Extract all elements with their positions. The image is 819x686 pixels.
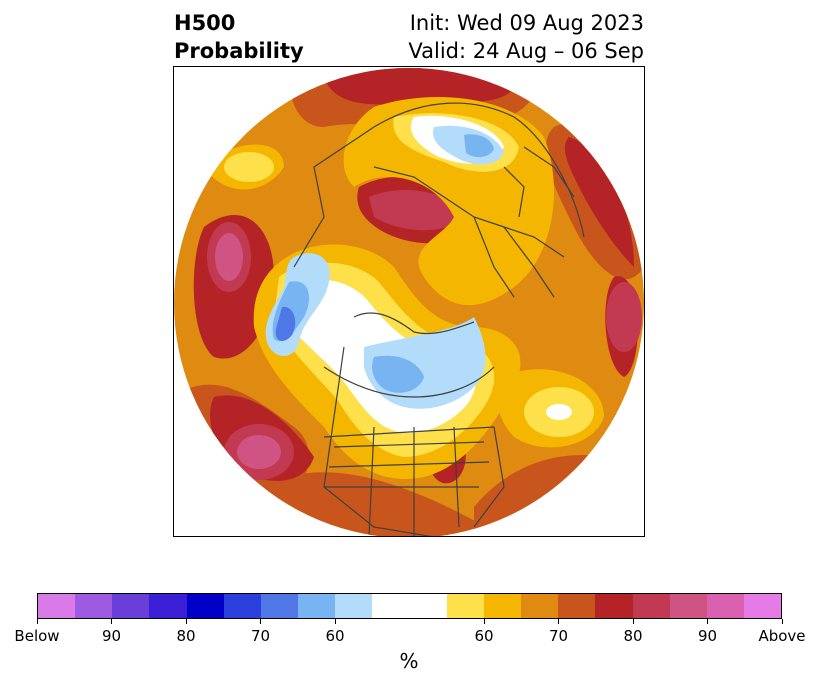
colorbar-segment xyxy=(558,594,596,618)
colorbar-tick-label: 80 xyxy=(176,627,196,645)
colorbar-segment xyxy=(372,594,410,618)
title-product: Probability xyxy=(174,39,304,63)
colorbar xyxy=(37,593,782,619)
map-frame xyxy=(173,66,645,537)
colorbar-tick-label: 70 xyxy=(250,627,271,645)
colorbar-tick-mark xyxy=(185,619,187,624)
colorbar-segment xyxy=(298,594,336,618)
colorbar-tick-mark xyxy=(260,619,261,624)
colorbar-segment xyxy=(632,594,670,618)
colorbar-segment xyxy=(335,594,373,618)
colorbar-tick-mark xyxy=(632,619,634,624)
colorbar-tick-mark xyxy=(707,619,708,624)
colorbar-segment xyxy=(595,594,633,618)
colorbar-segment xyxy=(223,594,261,618)
colorbar-segment xyxy=(669,594,707,618)
colorbar-segment xyxy=(483,594,522,618)
colorbar-tick-mark xyxy=(334,619,336,624)
polar-map xyxy=(174,68,644,536)
colorbar-tick-label: 90 xyxy=(697,627,718,645)
title-valid-range: Valid: 24 Aug – 06 Sep xyxy=(408,39,644,63)
colorbar-tick-label: 80 xyxy=(623,627,643,645)
colorbar-segment xyxy=(75,594,113,618)
colorbar-segment xyxy=(186,594,224,618)
colorbar-segment xyxy=(743,594,782,618)
colorbar-tick-label: 60 xyxy=(474,627,494,645)
title-variable: H500 xyxy=(174,11,236,35)
title-right: Init: Wed 09 Aug 2023 Valid: 24 Aug – 06… xyxy=(408,9,644,65)
coastlines xyxy=(174,92,630,536)
colorbar-tick-label: Above xyxy=(758,627,806,645)
colorbar-unit-label: % xyxy=(399,649,419,673)
title-init-date: Init: Wed 09 Aug 2023 xyxy=(409,11,644,35)
probability-field xyxy=(174,68,644,536)
colorbar-segment xyxy=(260,594,299,618)
colorbar-tick-label: 90 xyxy=(101,627,122,645)
title-left: H500 Probability xyxy=(174,9,304,65)
colorbar-tick-label: Below xyxy=(14,627,60,645)
colorbar-tick-label: 70 xyxy=(548,627,569,645)
colorbar-tick-mark xyxy=(483,619,485,624)
colorbar-segment xyxy=(409,594,447,618)
colorbar-tick-mark xyxy=(111,619,112,624)
colorbar-segment xyxy=(706,594,744,618)
colorbar-tick-label: 60 xyxy=(325,627,345,645)
colorbar-segment xyxy=(446,594,484,618)
colorbar-tick-mark xyxy=(36,619,38,624)
colorbar-segment xyxy=(149,594,187,618)
colorbar-segment xyxy=(521,594,559,618)
colorbar-tick-mark xyxy=(558,619,559,624)
colorbar-tick-mark xyxy=(781,619,783,624)
colorbar-segment xyxy=(38,594,76,618)
colorbar-segment xyxy=(112,594,150,618)
